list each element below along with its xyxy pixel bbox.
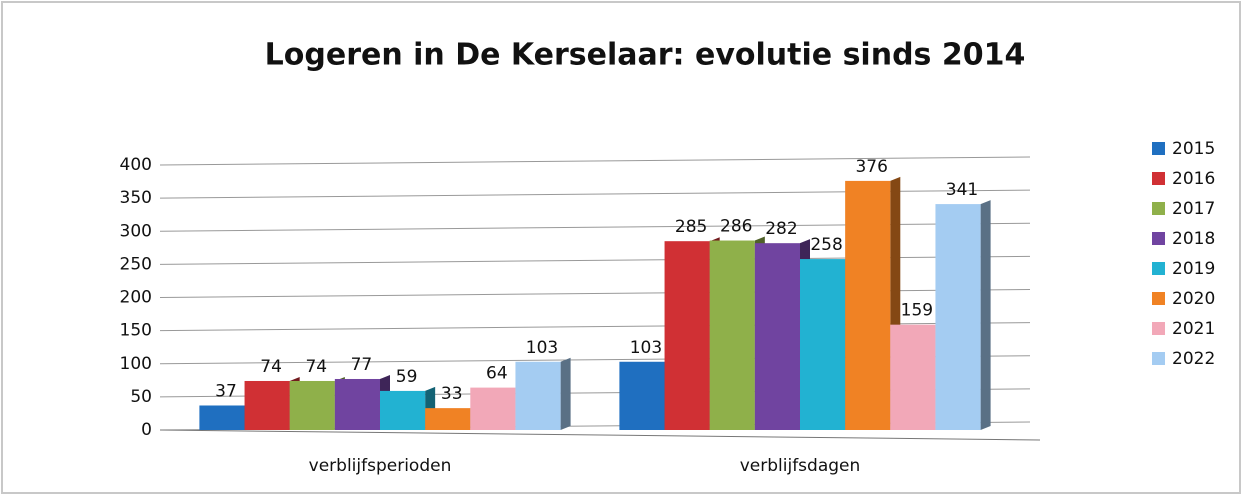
bar [935,204,981,430]
y-tick-label: 200 [120,288,152,308]
bar [244,380,290,430]
value-label: 59 [396,367,418,387]
bar [664,241,710,430]
legend-swatch [1152,202,1165,215]
value-label: 341 [946,180,978,200]
legend-label: 2019 [1172,259,1215,279]
legend-swatch [1152,262,1165,275]
value-label: 77 [351,355,373,375]
value-label: 286 [720,217,752,237]
value-label: 33 [441,384,463,404]
legend-swatch [1152,172,1165,185]
y-tick-label: 400 [120,155,152,175]
legend-swatch [1152,142,1165,155]
bar [515,361,561,430]
bar [425,408,471,430]
legend-label: 2015 [1172,139,1215,159]
bar [380,390,426,430]
y-tick-label: 150 [120,321,152,341]
y-tick-label: 0 [141,420,152,440]
legend-label: 2018 [1172,229,1215,249]
bar [289,380,335,430]
y-tick-label: 50 [130,387,152,407]
legend-swatch [1152,322,1165,335]
y-tick-label: 300 [120,221,152,241]
legend-swatch [1152,352,1165,365]
value-label: 285 [675,217,707,237]
x-tick-label: verblijfsdagen [740,456,861,476]
legend-label: 2016 [1172,169,1215,189]
legend-label: 2020 [1172,289,1215,309]
legend-label: 2017 [1172,199,1215,219]
x-tick-label: verblijfsperioden [309,456,452,476]
bar-side [980,200,991,430]
y-tick-label: 350 [120,188,152,208]
y-tick-label: 250 [120,254,152,274]
value-label: 258 [810,235,842,255]
legend-swatch [1152,292,1165,305]
x-axis [159,429,1041,441]
bar [709,240,755,430]
bar [754,243,800,430]
grid-line [159,156,1031,166]
value-label: 74 [305,357,327,377]
bar [619,361,665,430]
value-label: 376 [855,157,887,177]
value-label: 103 [630,338,662,358]
value-label: 74 [260,357,282,377]
value-label: 64 [486,364,508,384]
bar [890,324,936,430]
bar-side [560,357,571,430]
bar [334,378,380,430]
legend-label: 2022 [1172,349,1215,369]
legend-label: 2021 [1172,319,1215,339]
value-label: 282 [765,219,797,239]
bar [800,259,846,430]
bar [845,180,891,430]
bar [470,387,516,430]
bar [199,405,245,430]
legend-swatch [1152,232,1165,245]
y-tick-label: 100 [120,354,152,374]
value-label: 37 [215,381,237,401]
value-label: 103 [526,338,558,358]
value-label: 159 [901,301,933,321]
chart-title: Logeren in De Kerselaar: evolutie sinds … [265,38,1026,73]
